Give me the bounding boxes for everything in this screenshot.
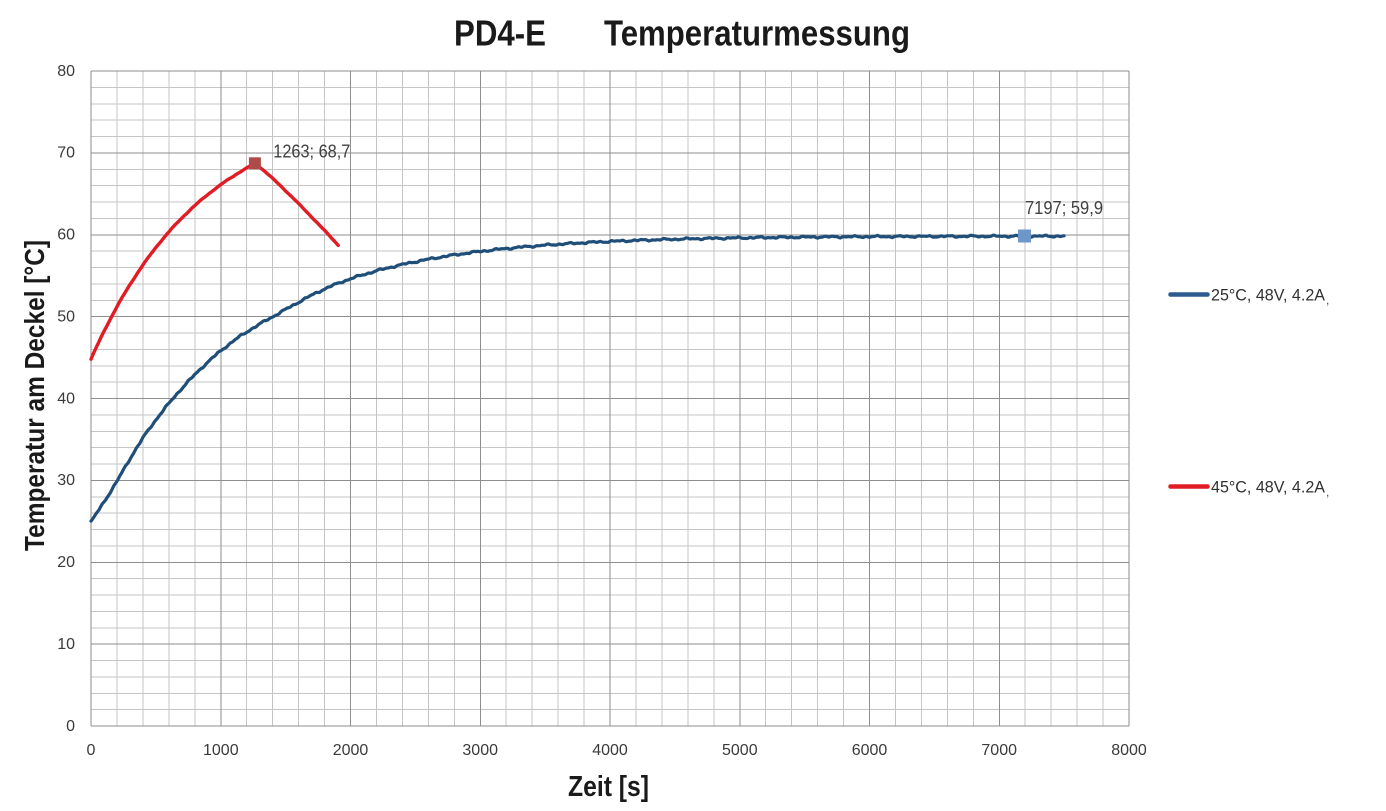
svg-text:3000: 3000 xyxy=(462,742,498,759)
svg-text:Temperatur am Deckel [°C]: Temperatur am Deckel [°C] xyxy=(19,240,50,551)
svg-text:PD4-E: PD4-E xyxy=(454,13,546,54)
svg-text:2000: 2000 xyxy=(333,742,369,759)
svg-text:40: 40 xyxy=(57,390,75,407)
svg-text:,: , xyxy=(1326,293,1329,307)
svg-text:1000: 1000 xyxy=(203,742,239,759)
svg-text:30: 30 xyxy=(57,472,75,489)
svg-text:60: 60 xyxy=(57,227,75,244)
svg-text:4000: 4000 xyxy=(592,742,628,759)
svg-text:25°C, 48V, 4.2A: 25°C, 48V, 4.2A xyxy=(1211,286,1326,305)
svg-text:50: 50 xyxy=(57,308,75,325)
svg-text:1263; 68,7: 1263; 68,7 xyxy=(273,142,350,162)
svg-text:10: 10 xyxy=(57,636,75,653)
svg-text:0: 0 xyxy=(66,718,75,735)
svg-text:Temperaturmessung: Temperaturmessung xyxy=(604,13,910,54)
svg-text:6000: 6000 xyxy=(852,742,888,759)
svg-text:45°C, 48V, 4.2A: 45°C, 48V, 4.2A xyxy=(1211,478,1326,497)
svg-text:0: 0 xyxy=(87,742,96,759)
svg-text:70: 70 xyxy=(57,145,75,162)
svg-text:,: , xyxy=(1326,485,1329,499)
svg-text:7000: 7000 xyxy=(981,742,1017,759)
svg-text:5000: 5000 xyxy=(722,742,758,759)
svg-text:Zeit [s]: Zeit [s] xyxy=(568,771,649,803)
svg-text:7197; 59,9: 7197; 59,9 xyxy=(1025,198,1103,218)
svg-text:80: 80 xyxy=(57,63,75,80)
svg-text:8000: 8000 xyxy=(1111,742,1147,759)
svg-text:20: 20 xyxy=(57,554,75,571)
